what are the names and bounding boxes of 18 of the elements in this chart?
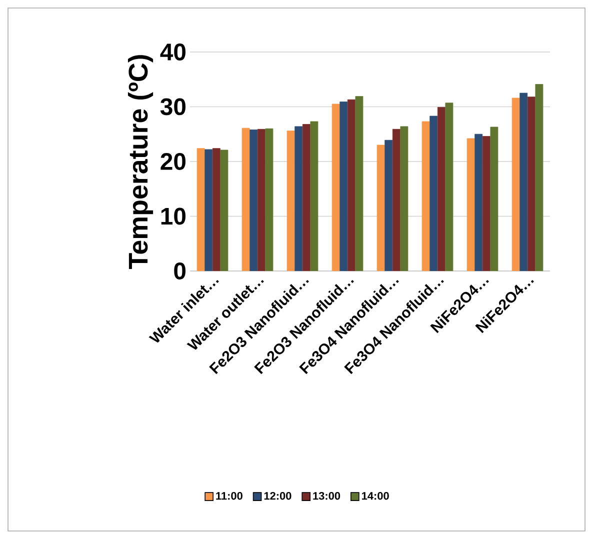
bar: [347, 99, 356, 271]
y-tick-label: 0: [174, 262, 186, 280]
legend-label: 13:00: [313, 492, 340, 500]
y-tick-label: 10: [161, 208, 186, 225]
y-tick-label: 40: [160, 44, 186, 60]
legend-label: 12:00: [264, 492, 292, 500]
bar: [302, 124, 310, 271]
y-axis-title: Temperature (ºC): [128, 55, 154, 269]
y-tick-label: 30: [160, 98, 186, 116]
legend-label: 11:00: [216, 492, 242, 500]
bar: [212, 148, 220, 271]
legend-label: 14:00: [362, 492, 389, 500]
bar: [257, 128, 266, 271]
bar: [437, 107, 446, 271]
bar: [482, 136, 490, 271]
y-tick-label: 20: [160, 153, 186, 170]
bar: [392, 128, 400, 271]
bar: [527, 96, 536, 271]
